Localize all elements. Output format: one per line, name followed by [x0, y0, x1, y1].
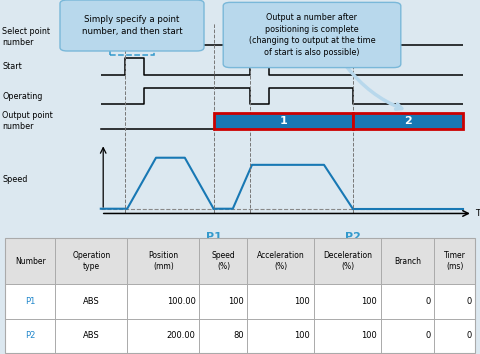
Text: 2: 2 — [253, 13, 260, 22]
FancyBboxPatch shape — [5, 319, 475, 353]
Text: 100: 100 — [295, 331, 310, 341]
Text: Speed
(%): Speed (%) — [212, 251, 235, 271]
Text: Operation
type: Operation type — [72, 251, 110, 271]
Text: 200.00: 200.00 — [167, 331, 196, 341]
Text: Start: Start — [2, 62, 22, 71]
Text: Simply specify a point
number, and then start: Simply specify a point number, and then … — [82, 15, 182, 36]
FancyBboxPatch shape — [223, 2, 401, 68]
Text: Deceleration
(%): Deceleration (%) — [323, 251, 372, 271]
Text: 0: 0 — [425, 331, 430, 341]
Text: P1: P1 — [205, 233, 222, 242]
Text: 100: 100 — [361, 297, 377, 306]
Text: 2: 2 — [404, 116, 412, 126]
Text: P2: P2 — [25, 331, 36, 341]
Text: ABS: ABS — [83, 297, 100, 306]
Text: Operating: Operating — [2, 92, 43, 101]
Text: Output point
number: Output point number — [2, 111, 53, 131]
Text: 100: 100 — [361, 331, 377, 341]
Text: 1: 1 — [279, 116, 287, 126]
Text: Timer
(ms): Timer (ms) — [444, 251, 466, 271]
FancyBboxPatch shape — [60, 0, 204, 51]
Text: Number: Number — [15, 257, 46, 266]
Text: Output a number after
positioning is complete
(changing to output at the time
of: Output a number after positioning is com… — [249, 13, 375, 57]
Text: 80: 80 — [233, 331, 244, 341]
FancyBboxPatch shape — [353, 113, 463, 129]
Text: Acceleration
(%): Acceleration (%) — [257, 251, 305, 271]
Text: 1: 1 — [129, 13, 135, 22]
Text: 0: 0 — [466, 297, 471, 306]
Text: P1: P1 — [25, 297, 36, 306]
Text: 100: 100 — [295, 297, 310, 306]
Text: 0: 0 — [466, 331, 471, 341]
Text: Time: Time — [475, 209, 480, 218]
Text: Select point
number: Select point number — [2, 27, 50, 47]
Text: 100.00: 100.00 — [167, 297, 196, 306]
FancyBboxPatch shape — [214, 113, 353, 129]
Text: 0: 0 — [425, 297, 430, 306]
Circle shape — [246, 13, 267, 23]
Text: P2: P2 — [345, 233, 361, 242]
Text: Speed: Speed — [2, 175, 28, 184]
Text: ABS: ABS — [83, 331, 100, 341]
FancyBboxPatch shape — [5, 238, 475, 284]
Text: Branch: Branch — [394, 257, 421, 266]
Text: Position
(mm): Position (mm) — [148, 251, 179, 271]
Circle shape — [121, 13, 143, 23]
FancyBboxPatch shape — [5, 284, 475, 319]
Text: 100: 100 — [228, 297, 244, 306]
